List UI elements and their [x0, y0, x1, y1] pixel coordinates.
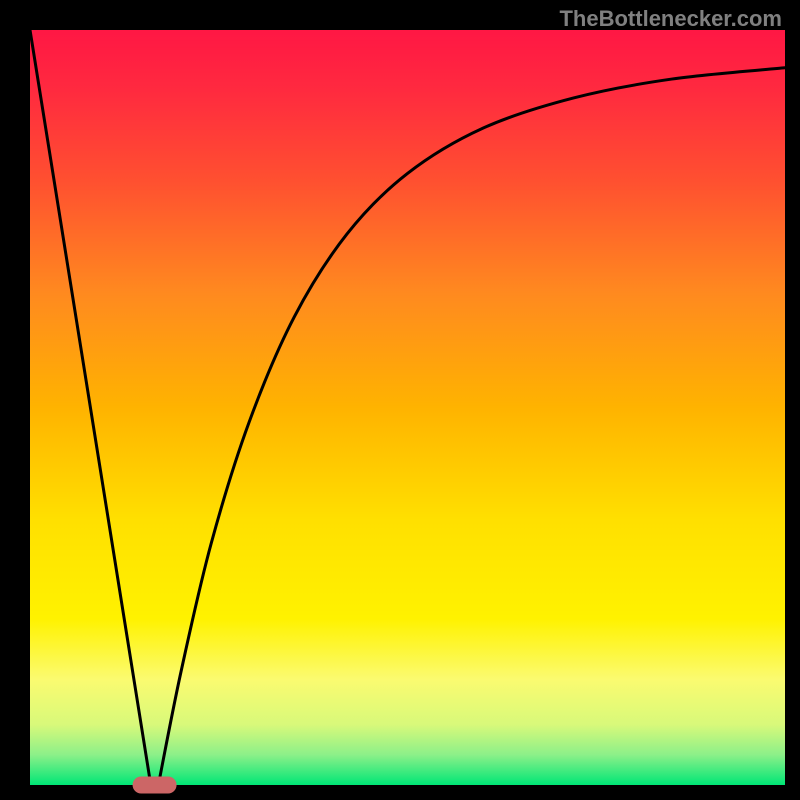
- bottleneck-chart: [0, 0, 800, 800]
- plot-background: [30, 30, 785, 785]
- vertex-marker: [133, 777, 177, 794]
- watermark-text: TheBottlenecker.com: [559, 6, 782, 32]
- chart-container: { "watermark": { "text": "TheBottlenecke…: [0, 0, 800, 800]
